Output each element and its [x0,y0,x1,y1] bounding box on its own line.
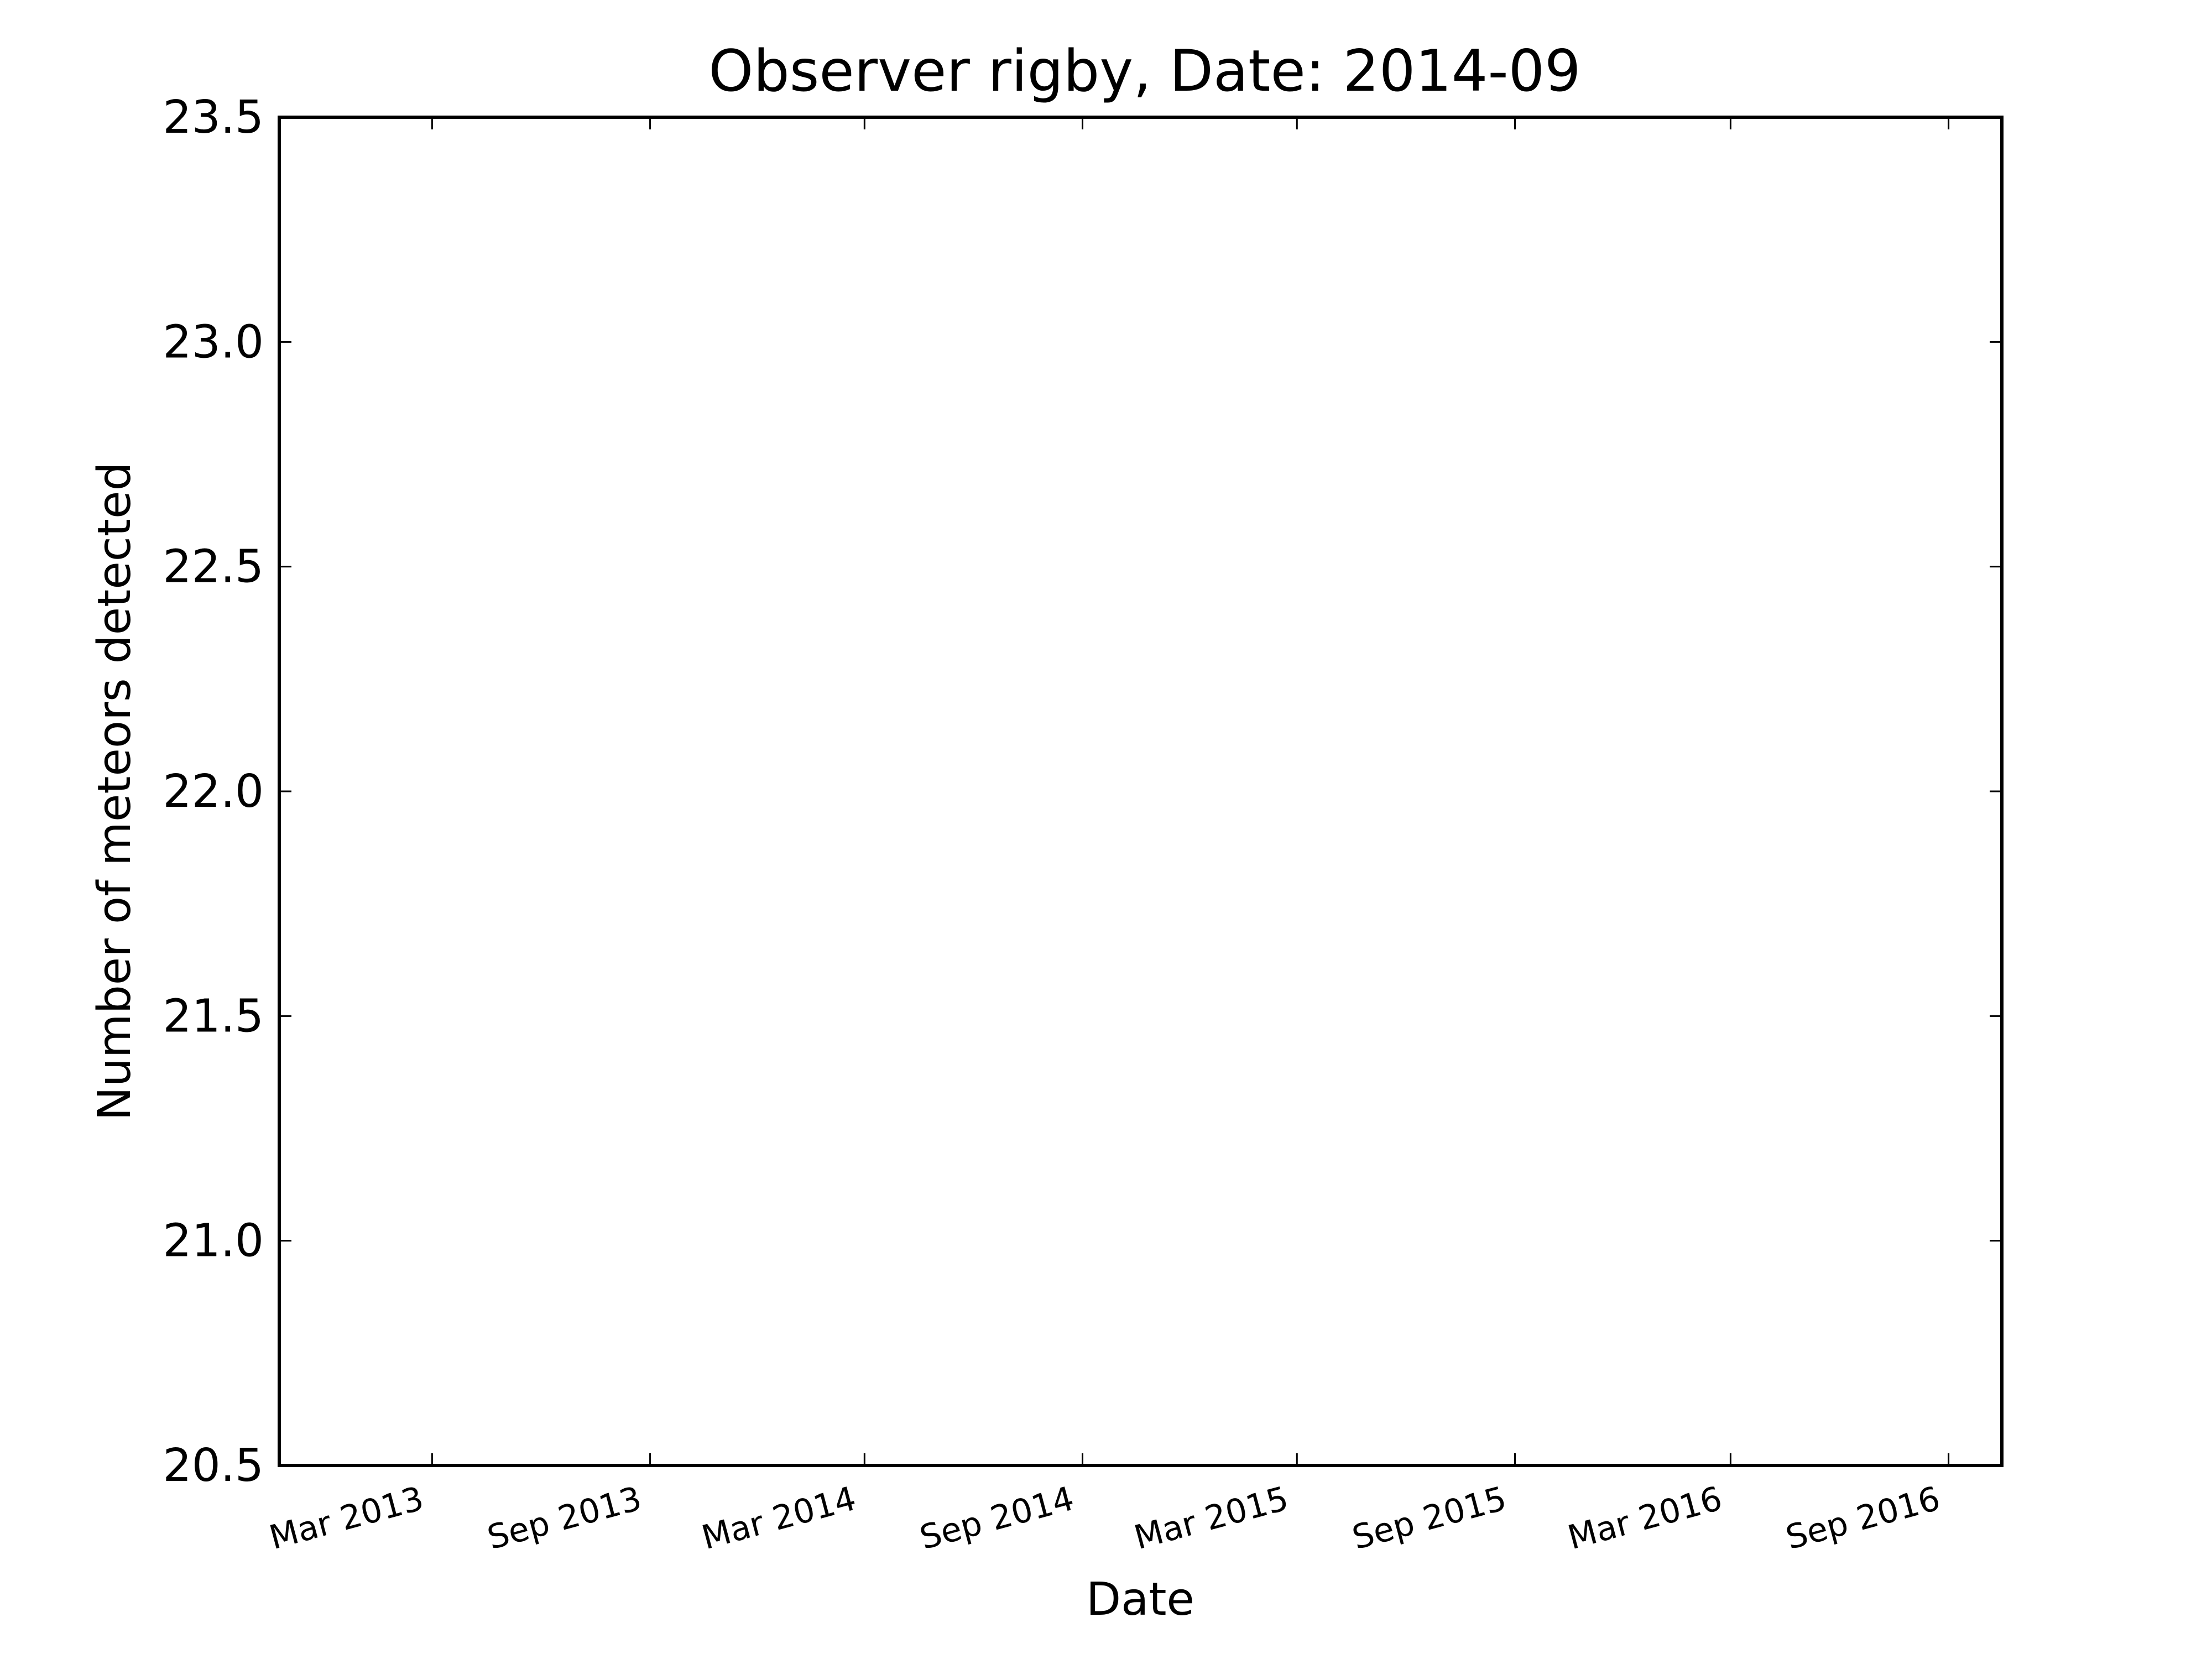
x-axis-label: Date [1086,1573,1194,1626]
y-tick-label: 22.5 [163,541,264,593]
y-tick-label: 23.5 [163,91,264,144]
y-tick-label: 23.0 [163,316,264,368]
y-tick-label: 20.5 [163,1439,264,1492]
chart-title: Observer rigby, Date: 2014-09 [708,38,1580,105]
y-tick-label: 21.0 [163,1215,264,1267]
plot-area [278,116,2004,1467]
y-axis-label: Number of meteors detected [88,462,141,1120]
y-tick-label: 22.0 [163,765,264,818]
y-tick-label: 21.5 [163,990,264,1042]
y-axis: 20.5 21.0 21.5 22.0 22.5 23.0 23.5 [163,91,2002,1492]
